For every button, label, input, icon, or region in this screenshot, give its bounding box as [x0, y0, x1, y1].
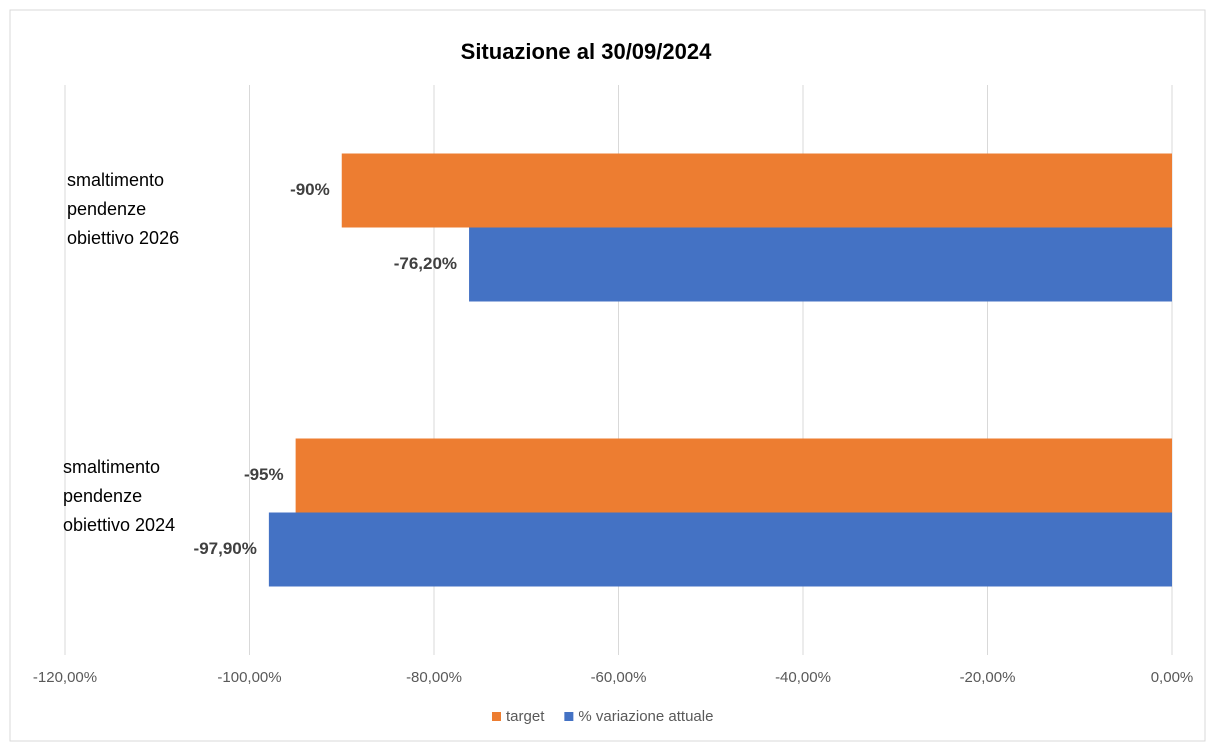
x-tick-label: -120,00%: [33, 669, 97, 686]
chart-border: [9, 9, 1206, 742]
chart-title: Situazione al 30/09/2024: [461, 39, 712, 64]
data-label: -95%: [244, 465, 284, 484]
data-label: -90%: [290, 180, 330, 199]
category-label: smaltimento pendenze obiettivo 2026: [67, 169, 180, 248]
category-label: smaltimento pendenze obiettivo 2024: [63, 456, 176, 535]
bar: [469, 227, 1172, 302]
data-label: -97,90%: [194, 539, 257, 558]
bar: [268, 512, 1172, 587]
legend-swatch: [492, 712, 501, 721]
legend-label: % variazione attuale: [578, 708, 713, 725]
x-tick-label: -100,00%: [217, 669, 281, 686]
x-tick-label: 0,00%: [1151, 669, 1194, 686]
bar: [295, 438, 1172, 513]
x-tick-label: -40,00%: [775, 669, 831, 686]
x-tick-label: -60,00%: [591, 669, 647, 686]
data-label: -76,20%: [394, 254, 457, 273]
legend-label: target: [506, 708, 545, 725]
x-tick-label: -20,00%: [960, 669, 1016, 686]
legend-swatch: [564, 712, 574, 721]
bar: [341, 153, 1172, 228]
x-tick-label: -80,00%: [406, 669, 462, 686]
